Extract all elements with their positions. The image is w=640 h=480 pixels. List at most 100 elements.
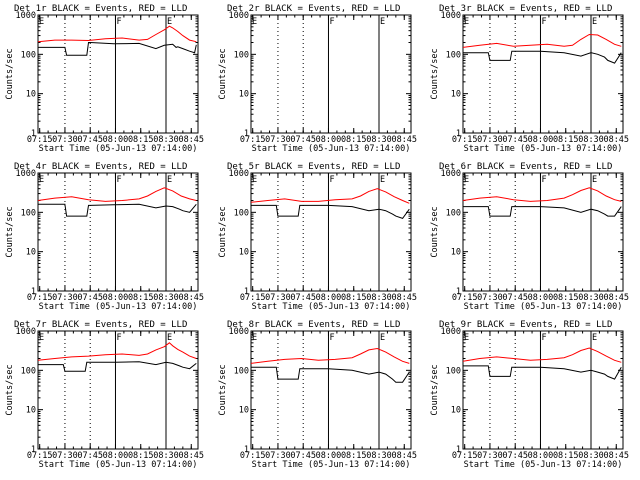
x-tick-label: 08:45 xyxy=(603,451,629,461)
y-tick-label: 1000 xyxy=(441,11,461,21)
x-tick-label: 07:45 xyxy=(77,451,103,461)
y-tick-label: 100 xyxy=(234,366,249,376)
x-tick-label: 07:45 xyxy=(502,135,528,145)
y-axis-label: Counts/sec xyxy=(430,206,440,257)
event-marker-label: F xyxy=(541,175,546,185)
y-tick-label: 1000 xyxy=(441,169,461,179)
y-tick-label: 1 xyxy=(244,287,249,297)
x-tick-label: 08:30 xyxy=(153,451,179,461)
event-marker-label: E xyxy=(380,175,385,185)
event-marker-label: E xyxy=(464,17,469,27)
x-tick-label: 07:15 xyxy=(240,451,266,461)
plot-frame xyxy=(250,14,412,134)
x-tick-label: 08:30 xyxy=(366,451,392,461)
event-marker-label: E xyxy=(252,333,257,343)
x-tick-label: 08:15 xyxy=(341,135,367,145)
chart-det-7r: Det 7r BLACK = Events, RED = LLD 1 10 100 10… xyxy=(5,320,204,470)
y-tick-label: 100 xyxy=(21,208,36,218)
x-tick-label: 07:15 xyxy=(452,451,478,461)
x-tick-label: 08:45 xyxy=(391,135,417,145)
series-lld-line xyxy=(462,187,622,202)
y-tick-label: 10 xyxy=(451,248,461,258)
chart-det-4r: Det 4r BLACK = Events, RED = LLD 1 10 100 10… xyxy=(5,162,204,312)
y-tick-label: 1000 xyxy=(16,11,36,21)
x-tick-label: 08:30 xyxy=(366,135,392,145)
x-tick-label: 08:00 xyxy=(103,293,129,303)
chart-title: Det 7r BLACK = Events, RED = LLD xyxy=(14,320,187,330)
series-events-line xyxy=(38,361,197,372)
plot-frame xyxy=(462,330,624,450)
y-axis-label: Counts/sec xyxy=(5,364,15,415)
x-axis-label: Start Time (05-Jun-13 07:14:00) xyxy=(464,144,623,154)
x-tick-label: 07:30 xyxy=(477,135,503,145)
event-marker-label: E xyxy=(252,175,257,185)
event-marker-label: F xyxy=(541,17,546,27)
x-tick-label: 07:45 xyxy=(290,135,316,145)
y-tick-label: 100 xyxy=(446,208,461,218)
y-tick-label: 1 xyxy=(31,129,36,139)
y-tick-label: 10 xyxy=(239,248,249,258)
x-tick-label: 08:00 xyxy=(528,135,554,145)
x-tick-label: 08:00 xyxy=(528,293,554,303)
x-tick-label: 08:45 xyxy=(603,135,629,145)
x-tick-label: 08:00 xyxy=(316,451,342,461)
x-tick-label: 08:30 xyxy=(578,451,604,461)
event-marker-label: F xyxy=(116,333,121,343)
y-tick-label: 1000 xyxy=(229,11,249,21)
event-marker-label: E xyxy=(39,17,44,27)
x-tick-label: 07:15 xyxy=(27,293,53,303)
x-tick-label: 07:30 xyxy=(265,135,291,145)
series-lld-line xyxy=(37,25,197,43)
event-marker-label: E xyxy=(167,17,172,27)
x-tick-label: 07:30 xyxy=(265,293,291,303)
y-tick-label: 1 xyxy=(244,129,249,139)
x-tick-label: 08:15 xyxy=(128,135,154,145)
y-tick-label: 100 xyxy=(234,208,249,218)
x-tick-label: 08:15 xyxy=(128,293,154,303)
plot-frame xyxy=(462,172,624,292)
chart-title: Det 9r BLACK = Events, RED = LLD xyxy=(439,320,612,330)
y-tick-label: 10 xyxy=(26,248,36,258)
x-tick-label: 07:30 xyxy=(52,293,78,303)
x-tick-label: 08:15 xyxy=(341,451,367,461)
x-tick-label: 07:30 xyxy=(477,293,503,303)
x-tick-label: 08:15 xyxy=(341,293,367,303)
event-marker-label: E xyxy=(464,175,469,185)
x-tick-label: 07:45 xyxy=(77,135,103,145)
chart-det-1r: Det 1r BLACK = Events, RED = LLD 1 10 100 10… xyxy=(5,4,204,154)
y-tick-label: 10 xyxy=(239,406,249,416)
y-tick-label: 10 xyxy=(451,90,461,100)
y-axis-label: Counts/sec xyxy=(430,48,440,99)
y-tick-label: 1 xyxy=(31,287,36,297)
x-tick-label: 08:30 xyxy=(153,293,179,303)
y-tick-label: 10 xyxy=(451,406,461,416)
x-axis-label: Start Time (05-Jun-13 07:14:00) xyxy=(39,460,198,470)
y-tick-label: 10 xyxy=(239,90,249,100)
x-tick-label: 08:30 xyxy=(578,135,604,145)
y-axis-label: Counts/sec xyxy=(5,48,15,99)
x-tick-label: 08:30 xyxy=(578,293,604,303)
chart-title: Det 2r BLACK = Events, RED = LLD xyxy=(227,4,400,14)
chart-title: Det 8r BLACK = Events, RED = LLD xyxy=(227,320,400,330)
event-marker-label: E xyxy=(167,333,172,343)
y-tick-label: 1000 xyxy=(229,169,249,179)
x-tick-label: 08:00 xyxy=(103,135,129,145)
y-tick-label: 1000 xyxy=(16,169,36,179)
x-tick-label: 08:45 xyxy=(178,135,204,145)
chart-det-5r: Det 5r BLACK = Events, RED = LLD 1 10 100 10… xyxy=(218,162,417,312)
series-events-line xyxy=(463,206,622,217)
y-tick-label: 100 xyxy=(21,50,36,60)
y-tick-label: 100 xyxy=(234,50,249,60)
event-marker-label: E xyxy=(592,175,597,185)
chart-title: Det 4r BLACK = Events, RED = LLD xyxy=(14,162,187,172)
x-tick-label: 08:15 xyxy=(128,451,154,461)
x-tick-label: 08:45 xyxy=(178,451,204,461)
plot-frame xyxy=(250,172,412,292)
y-axis-label: Counts/sec xyxy=(430,364,440,415)
series-events-line xyxy=(463,50,622,64)
x-tick-label: 08:00 xyxy=(103,451,129,461)
x-tick-label: 08:30 xyxy=(153,135,179,145)
y-tick-label: 100 xyxy=(446,366,461,376)
series-events-line xyxy=(251,204,410,219)
